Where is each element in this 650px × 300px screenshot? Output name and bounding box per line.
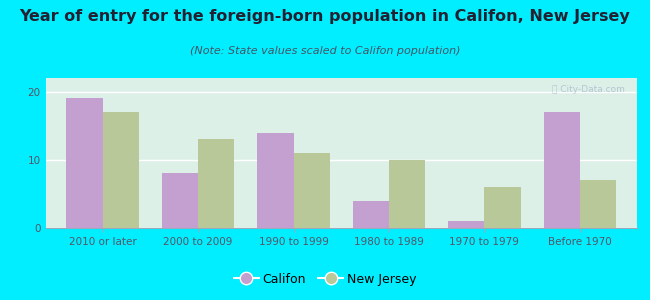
- Bar: [257, 133, 294, 228]
- Bar: [103, 112, 139, 228]
- Legend: Califon, New Jersey: Califon, New Jersey: [229, 268, 421, 291]
- Bar: [448, 221, 484, 228]
- Bar: [580, 180, 616, 228]
- Bar: [198, 140, 235, 228]
- Bar: [162, 173, 198, 228]
- Text: Year of entry for the foreign-born population in Califon, New Jersey: Year of entry for the foreign-born popul…: [20, 9, 630, 24]
- Text: ⓘ City-Data.com: ⓘ City-Data.com: [552, 85, 625, 94]
- Bar: [66, 98, 103, 228]
- Bar: [294, 153, 330, 228]
- Text: (Note: State values scaled to Califon population): (Note: State values scaled to Califon po…: [190, 46, 460, 56]
- Bar: [353, 201, 389, 228]
- Bar: [543, 112, 580, 228]
- Bar: [484, 187, 521, 228]
- Bar: [389, 160, 425, 228]
